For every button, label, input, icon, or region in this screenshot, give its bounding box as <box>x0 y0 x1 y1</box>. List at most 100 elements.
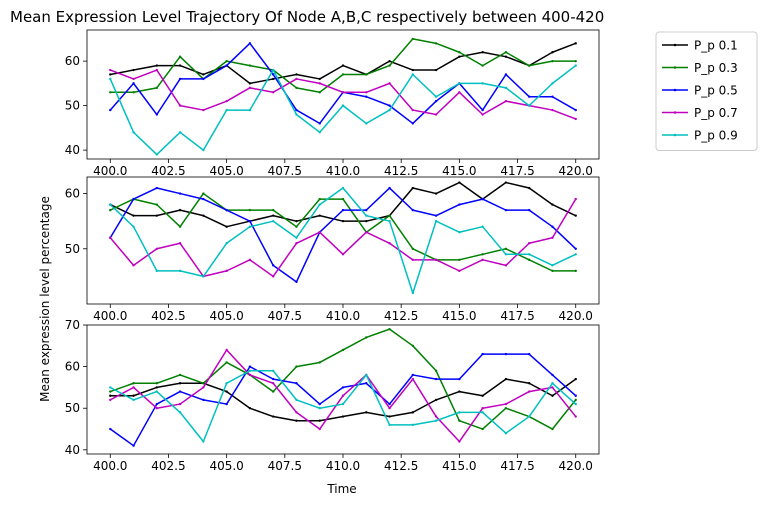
data-point <box>295 411 298 414</box>
data-point <box>271 377 275 381</box>
data-point <box>574 398 577 402</box>
data-point <box>551 203 554 206</box>
subplot-3: 400.0 402.5 405.0 407.5 410.0 412.5 415.0 417.5… <box>65 318 600 473</box>
data-point <box>155 390 159 393</box>
y-tick-label: 70 <box>65 318 80 332</box>
data-point <box>388 242 391 245</box>
data-point <box>341 386 345 389</box>
data-point <box>574 253 577 256</box>
legend-item: P_p 0.5 <box>662 84 738 98</box>
data-point <box>527 208 531 212</box>
data-point <box>295 236 298 239</box>
data-point <box>318 197 321 201</box>
data-point <box>132 68 135 72</box>
data-point <box>458 91 461 94</box>
data-point <box>295 73 298 76</box>
data-point <box>155 269 159 273</box>
x-tick-label: 415.0 <box>442 164 476 178</box>
legend-item: P_p 0.1 <box>662 39 738 53</box>
data-point <box>225 382 228 385</box>
data-point <box>341 394 345 397</box>
data-point <box>481 108 484 112</box>
data-point <box>132 398 135 402</box>
data-point <box>458 258 461 262</box>
subplot-1: 400.0 402.5 405.0 407.5 410.0 412.5 415.0 417.5… <box>65 29 600 178</box>
data-point <box>365 336 368 339</box>
data-point <box>388 219 391 223</box>
data-point <box>225 402 228 406</box>
data-point <box>178 64 182 67</box>
data-point <box>574 377 577 381</box>
data-point <box>504 51 508 54</box>
x-tick-label: 402.5 <box>151 309 185 323</box>
data-point <box>434 113 438 116</box>
data-point <box>527 64 531 67</box>
data-point <box>574 402 577 406</box>
data-point <box>504 352 508 356</box>
data-point <box>551 95 554 98</box>
data-point <box>411 68 415 72</box>
data-point <box>388 407 391 410</box>
data-point <box>178 269 182 273</box>
x-tick-label: 400.0 <box>93 459 127 473</box>
data-point <box>527 352 531 356</box>
data-point <box>295 113 298 116</box>
legend-label: P_p 0.7 <box>694 106 738 120</box>
data-point <box>248 219 252 223</box>
data-point <box>527 258 531 262</box>
y-axis-label: Mean expression level percentage <box>38 196 52 402</box>
data-point <box>574 117 577 121</box>
data-point <box>109 427 112 431</box>
data-point <box>551 373 554 377</box>
data-point <box>132 77 135 81</box>
data-point <box>504 431 508 435</box>
data-point <box>504 181 508 184</box>
data-point <box>481 113 484 116</box>
data-point <box>318 361 321 364</box>
data-point <box>365 91 368 94</box>
data-point <box>481 407 484 410</box>
data-point <box>109 68 112 72</box>
data-point <box>109 386 112 389</box>
data-point <box>504 407 508 410</box>
data-point <box>458 181 461 184</box>
data-point <box>341 253 345 256</box>
data-point <box>504 86 508 90</box>
x-tick-label: 402.5 <box>151 164 185 178</box>
data-point <box>434 398 438 402</box>
x-tick-label: 405.0 <box>209 309 243 323</box>
data-point <box>341 415 345 418</box>
data-point <box>481 427 484 431</box>
y-tick-label: 40 <box>65 143 80 157</box>
data-point <box>225 269 228 273</box>
data-point <box>202 148 205 152</box>
data-point <box>481 394 484 397</box>
data-point <box>155 68 159 72</box>
x-tick-label: 407.5 <box>268 309 302 323</box>
data-point <box>248 369 252 372</box>
data-point <box>109 390 112 393</box>
data-point <box>341 91 345 94</box>
data-point <box>202 275 205 278</box>
x-tick-label: 412.5 <box>384 164 418 178</box>
data-point <box>551 82 554 85</box>
x-tick-label: 405.0 <box>209 459 243 473</box>
data-point <box>295 108 298 112</box>
data-point <box>504 99 508 103</box>
data-point <box>225 361 228 364</box>
data-point <box>248 64 252 67</box>
data-point <box>527 104 531 107</box>
legend-marker <box>673 43 677 47</box>
data-point <box>365 411 368 414</box>
data-point <box>434 192 438 195</box>
data-point <box>458 55 461 58</box>
data-point <box>295 382 298 385</box>
data-point <box>295 419 298 422</box>
x-tick-label: 410.0 <box>326 459 360 473</box>
data-point <box>295 280 298 284</box>
data-point <box>155 64 159 67</box>
data-point <box>388 64 391 67</box>
data-point <box>271 73 275 76</box>
data-point <box>551 386 554 389</box>
data-point <box>504 73 508 76</box>
